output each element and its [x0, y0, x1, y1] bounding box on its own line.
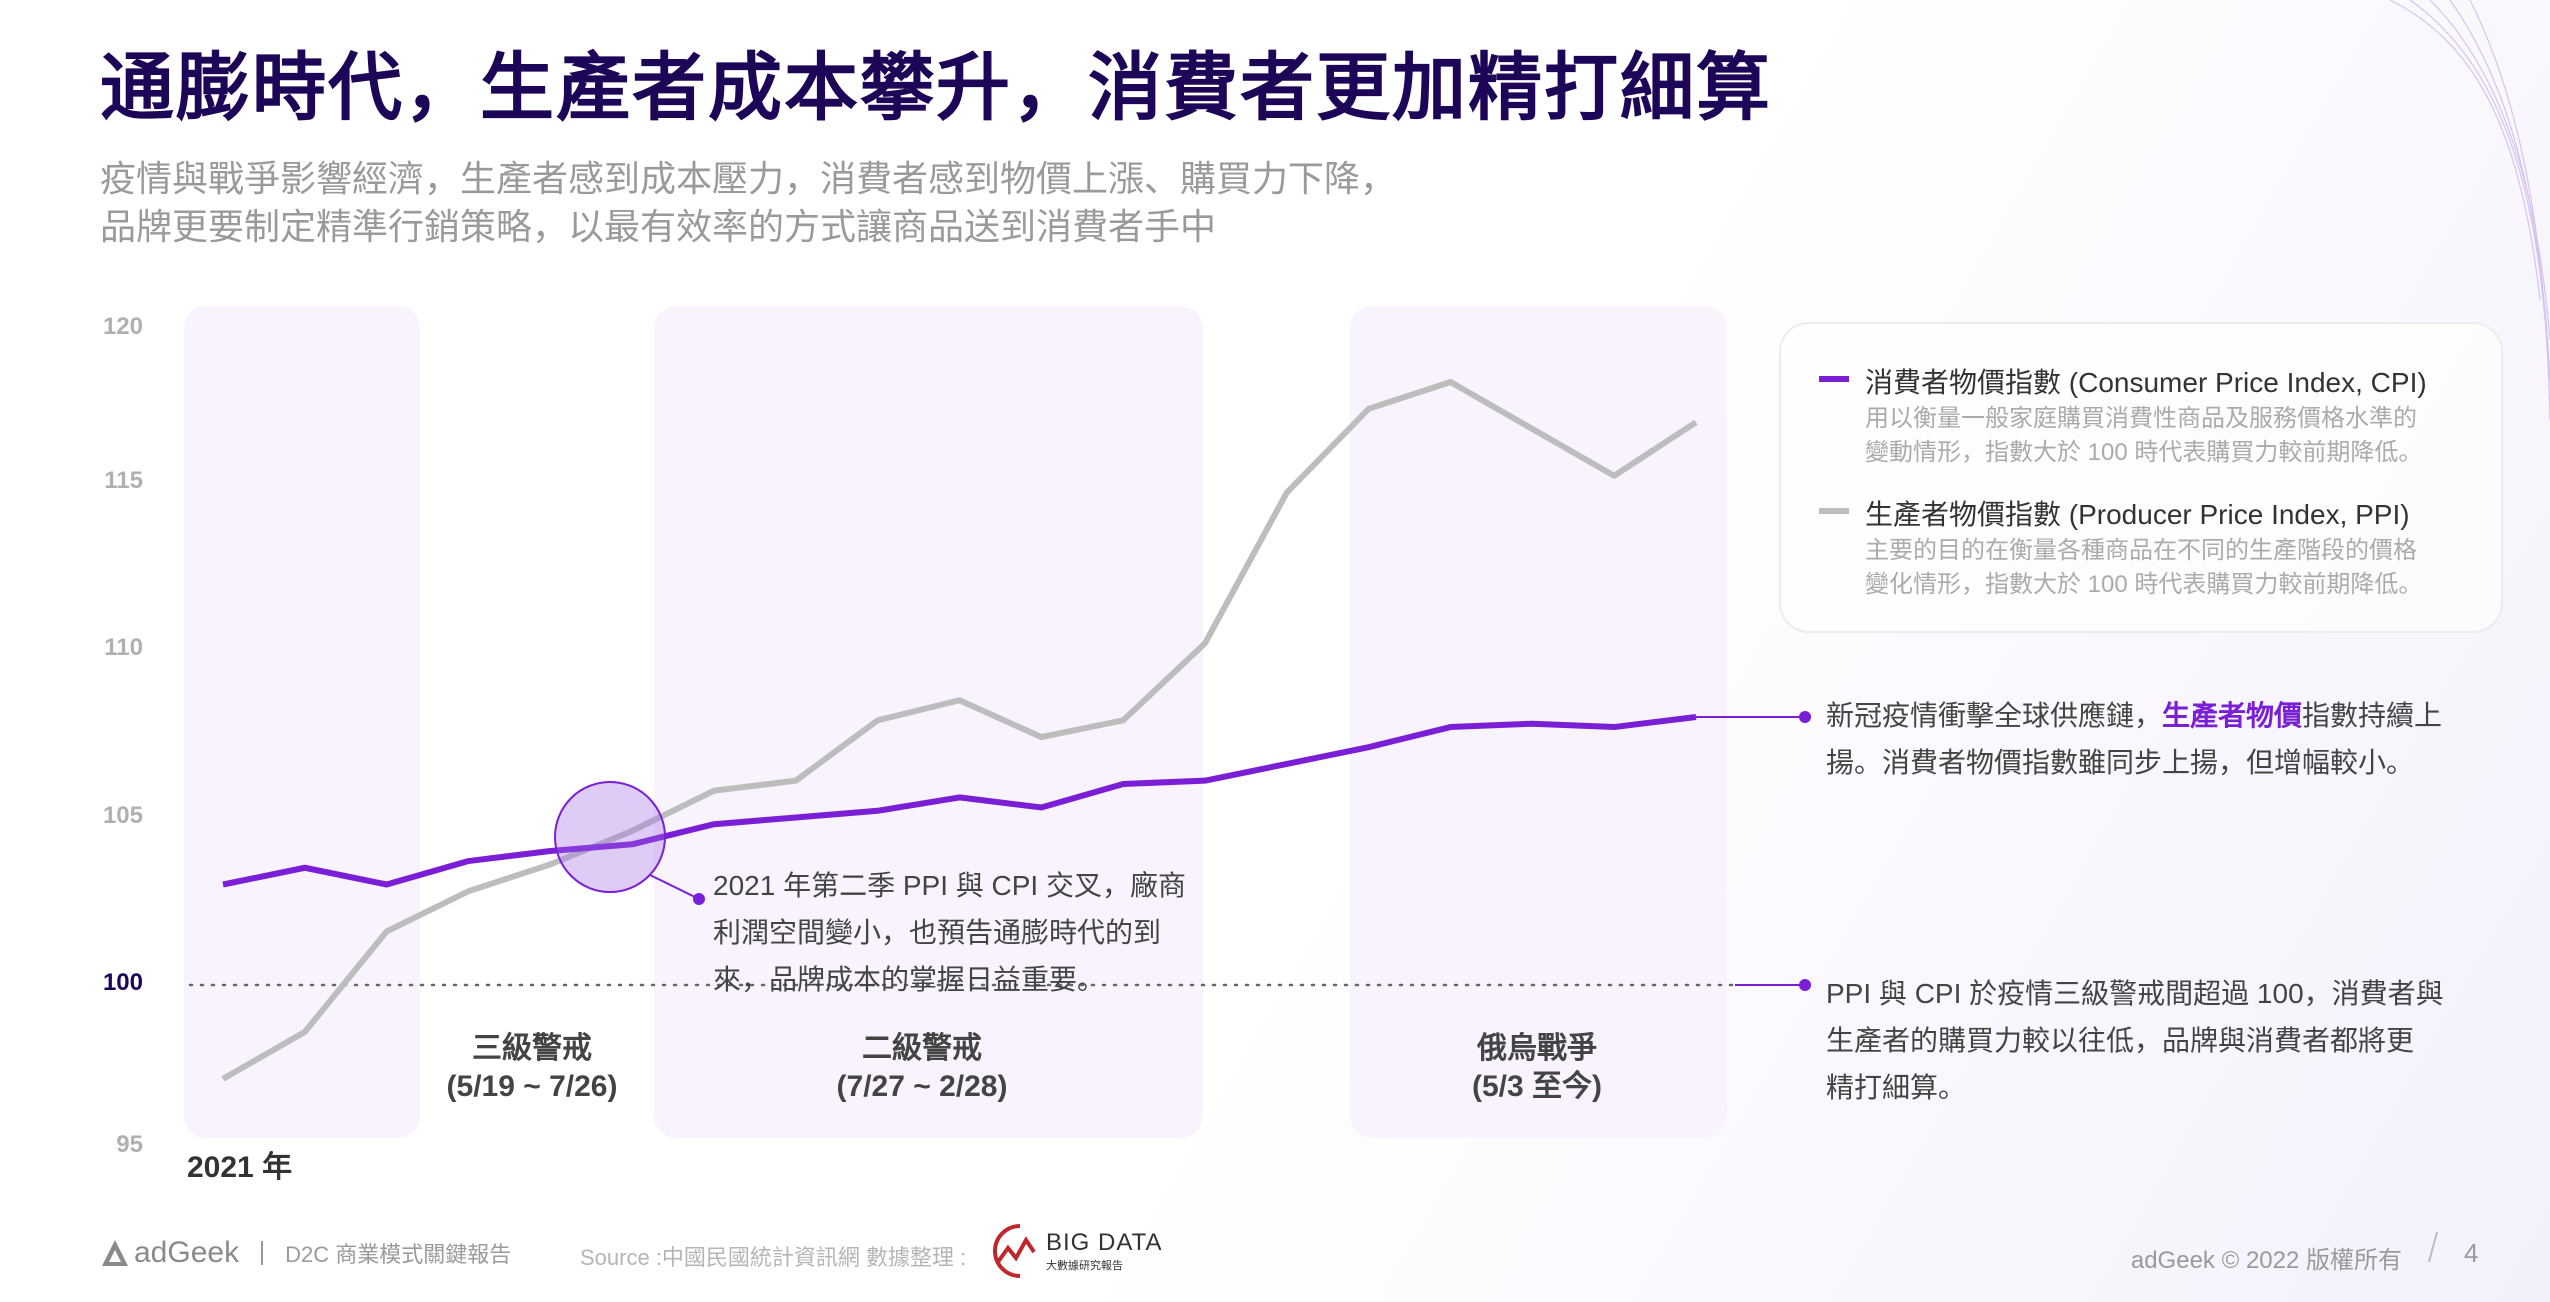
page-number: 4 [2464, 1238, 2479, 1268]
crossover-highlight-circle [554, 781, 666, 893]
report-name: D2C 商業模式關鍵報告 [285, 1242, 512, 1267]
bigdata-logo-icon [993, 1224, 1036, 1278]
legend-cpi-swatch [1819, 376, 1849, 382]
annotation-over-100: PPI 與 CPI 於疫情三級警戒間超過 100，消費者與 生產者的購買力較以往… [1826, 978, 2444, 1103]
subtitle-line-1: 疫情與戰爭影響經濟，生產者感到成本壓力，消費者感到物價上漲、購買力下降， [100, 158, 1397, 199]
source-text: Source :中國民國統計資訊網 數據整理 : [580, 1245, 967, 1270]
period-range: (5/3 至今) [1471, 1070, 1603, 1103]
bigdata-logo: BIG DATA 大數據研究報告 [990, 1222, 1162, 1280]
bigdata-logo-subtext: 大數據研究報告 [1046, 1260, 1123, 1272]
y-tick-label: 105 [102, 801, 143, 829]
y-tick-label: 115 [104, 466, 143, 494]
footer-left: adGeek D2C 商業模式關鍵報告 [100, 1236, 511, 1270]
chart-legend: 消費者物價指數 (Consumer Price Index, CPI) 用以衡量… [1779, 322, 2503, 633]
connector-dot [693, 893, 705, 905]
note-line: 來，品牌成本的掌握日益重要。 [713, 964, 1106, 995]
page-title: 通膨時代，生產者成本攀升，消費者更加精打細算 [100, 46, 1772, 129]
period-label-level2: 二級警戒 (7/27 ~ 2/28) [722, 1030, 1122, 1106]
period-label-war: 俄烏戰爭 (5/3 至今) [1337, 1030, 1737, 1106]
period-name: 三級警戒 [472, 1032, 592, 1065]
legend-ppi-swatch [1819, 508, 1849, 514]
annotation-ppi-rise: 新冠疫情衝擊全球供應鏈，生產者物價指數持續上 揚。消費者物價指數雖同步上揚，但增… [1826, 700, 2443, 778]
decorative-lines [2389, 0, 2550, 421]
bigdata-logo-text: BIG DATA [1046, 1229, 1163, 1256]
legend-cpi-desc: 用以衡量一般家庭購買消費性商品及服務價格水準的 變動情形，指數大於 100 時代表… [1865, 405, 2423, 466]
y-tick-label: 110 [104, 634, 143, 661]
y-tick-label: 100 [102, 969, 143, 996]
note-line: 2021 年第二季 PPI 與 CPI 交叉，廠商 [713, 870, 1186, 901]
period-name: 二級警戒 [862, 1032, 982, 1065]
copyright: adGeek © 2022 版權所有 [2130, 1247, 2402, 1274]
highlight-text: 生產者物價 [2162, 700, 2303, 731]
legend-ppi-desc: 主要的目的在衡量各種商品在不同的生產階段的價格 變化情形，指數大於 100 時代表… [1865, 537, 2423, 598]
period-range: (7/27 ~ 2/28) [836, 1070, 1008, 1103]
period-label-level3: 三級警戒 (5/19 ~ 7/26) [332, 1030, 732, 1106]
adgeek-logo-text: adGeek [134, 1236, 240, 1269]
x-axis-label: 2021 年 [187, 1151, 293, 1184]
connector-dot [1799, 711, 1811, 723]
legend-cpi-title: 消費者物價指數 (Consumer Price Index, CPI) [1865, 367, 2427, 398]
period-range: (5/19 ~ 7/26) [446, 1070, 618, 1103]
adgeek-logo-icon [102, 1240, 128, 1266]
crossover-note: 2021 年第二季 PPI 與 CPI 交叉，廠商 利潤空間變小，也預告通膨時代… [713, 862, 1186, 1003]
y-tick-label: 95 [116, 1130, 143, 1158]
period-name: 俄烏戰爭 [1477, 1032, 1597, 1065]
connector-dot [1799, 979, 1811, 991]
note-line: 利潤空間變小，也預告通膨時代的到 [713, 917, 1162, 948]
legend-ppi-title: 生產者物價指數 (Producer Price Index, PPI) [1865, 499, 2410, 530]
subtitle-line-2: 品牌更要制定精準行銷策略，以最有效率的方式讓商品送到消費者手中 [100, 206, 1217, 247]
crossover-connector [649, 874, 700, 900]
band-early-2021 [184, 306, 420, 1138]
divider [261, 1241, 264, 1265]
cpi-line [222, 714, 1697, 888]
y-tick-label: 120 [102, 313, 143, 340]
